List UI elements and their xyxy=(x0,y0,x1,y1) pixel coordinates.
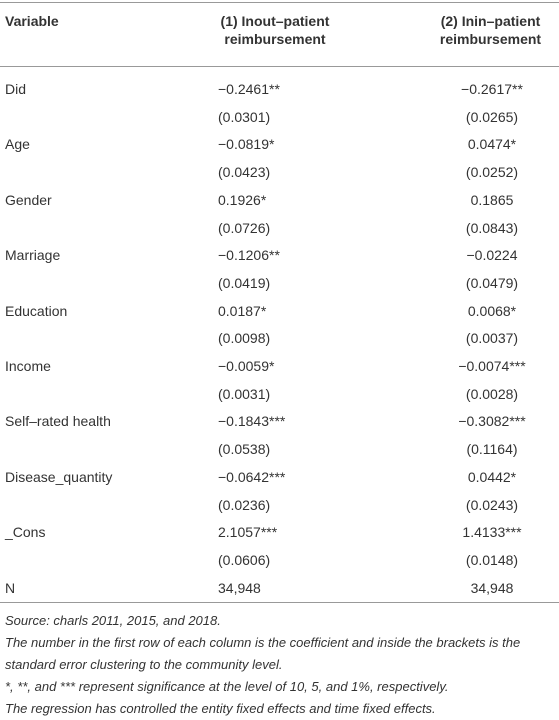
se-cell: (0.0031) xyxy=(218,385,271,402)
coef-cell: 0.0187* xyxy=(218,302,267,319)
se-cell: (0.0098) xyxy=(218,330,271,347)
coef-cell: 0.0068* xyxy=(467,302,517,319)
table-note: Source: charls 2011, 2015, and 2018. xyxy=(5,613,221,629)
coef-cell: 1.4133*** xyxy=(462,524,522,541)
variable-cell: Disease_quantity xyxy=(5,468,113,485)
header-rule xyxy=(0,66,559,67)
variable-cell: Age xyxy=(5,136,30,153)
coef-cell: 34,948 xyxy=(218,579,261,596)
coef-cell: −0.0642*** xyxy=(218,468,286,485)
se-cell: (0.0265) xyxy=(465,108,519,125)
se-cell: (0.1164) xyxy=(466,441,518,458)
coef-cell: 0.1865 xyxy=(470,191,514,208)
variable-cell: _Cons xyxy=(5,524,46,541)
se-cell: (0.0419) xyxy=(218,274,271,291)
se-cell: (0.0252) xyxy=(465,164,519,181)
coef-cell: 0.0474* xyxy=(467,136,517,153)
se-cell: (0.0236) xyxy=(218,496,271,513)
header-cell: Variable xyxy=(5,13,59,29)
variable-cell: Education xyxy=(5,302,68,319)
coef-cell: 0.1926* xyxy=(218,191,267,208)
coef-cell: −0.0819* xyxy=(218,136,275,153)
variable-cell: N xyxy=(5,579,16,596)
coef-cell: −0.1843*** xyxy=(218,413,286,430)
table-note: *, **, and *** represent significance at… xyxy=(5,679,449,695)
coef-cell: 34,948 xyxy=(470,579,514,596)
coef-cell: −0.0059* xyxy=(218,358,275,374)
coef-cell: −0.0224 xyxy=(466,247,518,264)
se-cell: (0.0423) xyxy=(218,164,271,181)
se-cell: (0.0479) xyxy=(465,274,519,291)
table-note: The number in the first row of each colu… xyxy=(5,635,521,673)
coef-cell: 0.0442* xyxy=(467,468,517,485)
header-cell: (2) Inin–patient reimbursement xyxy=(439,13,542,47)
coef-cell: 2.1057*** xyxy=(218,524,278,541)
coef-cell: −0.3082*** xyxy=(458,413,526,430)
coef-cell: −0.2617** xyxy=(461,81,523,97)
variable-cell: Marriage xyxy=(5,247,61,264)
coef-cell: −0.2461** xyxy=(218,81,280,97)
se-cell: (0.0028) xyxy=(465,385,519,402)
variable-cell: Did xyxy=(5,81,27,97)
se-cell: (0.0243) xyxy=(465,496,519,513)
se-cell: (0.0726) xyxy=(218,219,271,236)
variable-cell: Income xyxy=(5,358,51,374)
se-cell: (0.0843) xyxy=(465,219,519,236)
se-cell: (0.0538) xyxy=(218,441,271,458)
bottom-rule xyxy=(0,602,559,604)
se-cell: (0.0148) xyxy=(465,551,519,568)
se-cell: (0.0037) xyxy=(465,330,519,347)
variable-cell: Self–rated health xyxy=(5,413,111,430)
variable-cell: Gender xyxy=(5,191,52,208)
se-cell: (0.0606) xyxy=(218,551,271,568)
header-cell: (1) Inout–patient reimbursement xyxy=(220,13,330,47)
table-note: The regression has controlled the entity… xyxy=(5,701,436,717)
coef-cell: −0.1206** xyxy=(218,247,280,264)
coef-cell: −0.0074*** xyxy=(458,358,526,374)
top-rule xyxy=(0,2,559,3)
se-cell: (0.0301) xyxy=(218,108,271,125)
